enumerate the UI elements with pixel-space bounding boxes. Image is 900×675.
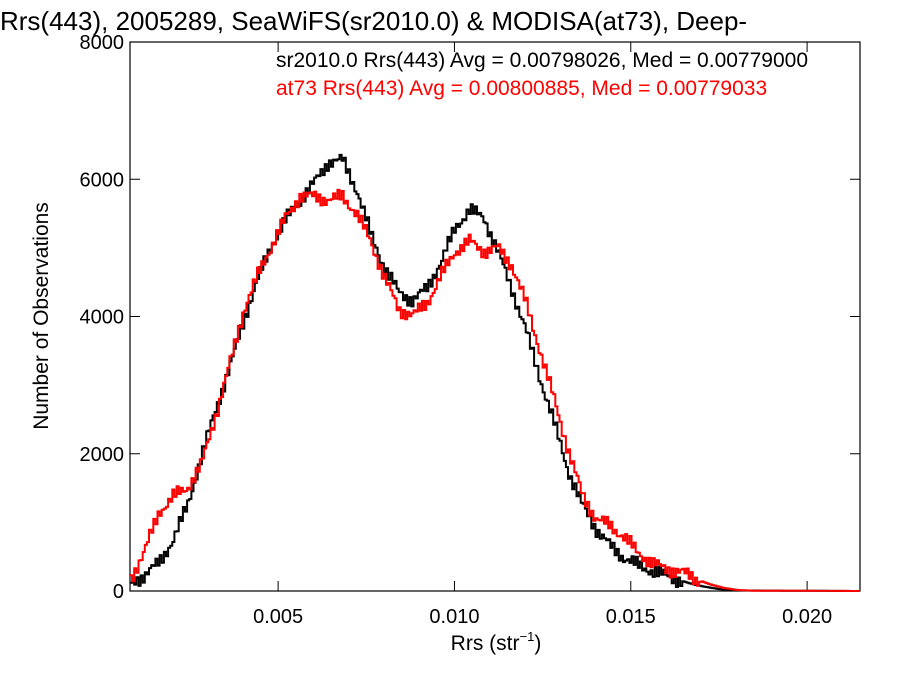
legend-entry-at73: at73 Rrs(443) Avg = 0.00800885, Med = 0.… xyxy=(276,77,767,100)
x-axis-label: Rrs (str−1) xyxy=(451,629,542,655)
x-axis: 0.005 0.010 0.015 0.020 xyxy=(253,42,832,628)
legend-entry-sr2010: sr2010.0 Rrs(443) Avg = 0.00798026, Med … xyxy=(276,49,808,72)
y-tick-label: 8000 xyxy=(80,32,125,54)
series-layer xyxy=(130,153,860,592)
y-tick-label: 2000 xyxy=(80,444,125,466)
x-axis-label-exponent: −1 xyxy=(520,629,535,644)
plot-frame xyxy=(129,41,861,592)
series-line-sr2010 xyxy=(130,153,860,592)
y-axis: 0 2000 4000 6000 8000 xyxy=(80,32,860,603)
x-tick-label: 0.005 xyxy=(253,606,303,628)
y-tick-label: 4000 xyxy=(80,307,125,329)
series-line-at73 xyxy=(130,188,860,592)
x-axis-label-main: Rrs (str xyxy=(451,632,520,655)
x-tick-label: 0.010 xyxy=(429,606,479,628)
y-axis-label: Number of Observations xyxy=(30,202,53,430)
x-axis-label-close: ) xyxy=(534,632,541,655)
x-tick-label: 0.015 xyxy=(606,606,656,628)
x-tick-label: 0.020 xyxy=(782,606,832,628)
y-tick-label: 0 xyxy=(113,581,124,603)
chart-title: Rrs(443), 2005289, SeaWiFS(sr2010.0) & M… xyxy=(0,6,747,36)
y-tick-label: 6000 xyxy=(80,169,125,191)
